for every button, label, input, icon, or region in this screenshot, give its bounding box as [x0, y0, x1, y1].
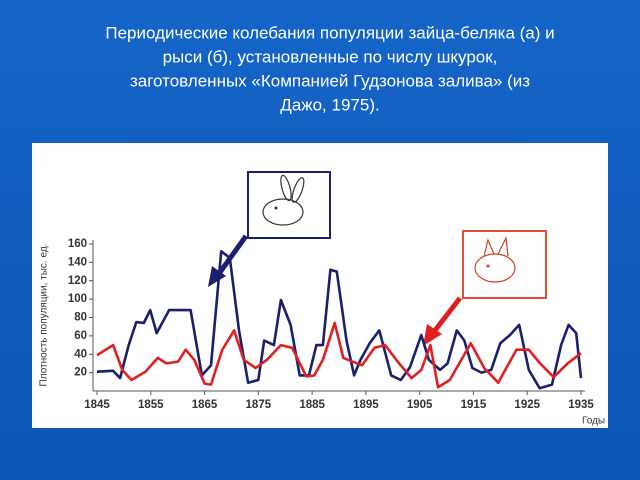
arrow-head: [423, 324, 442, 346]
y-tick-label: 80: [74, 312, 87, 324]
y-tick-label: 160: [68, 238, 87, 250]
arrow: [431, 296, 462, 335]
y-tick-label: 20: [74, 367, 87, 379]
y-tick-label: 100: [68, 293, 87, 305]
hare-picture: [247, 171, 331, 239]
series-line: [96, 321, 582, 389]
title-line: рыси (б), установленные по числу шкурок,: [163, 47, 498, 66]
x-tick-label: 1855: [138, 399, 164, 411]
y-tick-label: 120: [68, 275, 87, 287]
y-axis-label: Плотность популяции, тыс. ед.: [39, 244, 50, 387]
title-line: Периодические колебания популяции зайца-…: [105, 23, 554, 42]
x-tick-label: 1895: [353, 399, 379, 411]
x-tick-label: 1885: [299, 399, 325, 411]
arrow-head: [208, 266, 226, 287]
x-tick-label: 1875: [246, 399, 272, 411]
x-tick-label: 1925: [514, 399, 540, 411]
x-tick-label: 1905: [407, 399, 433, 411]
series-line: [96, 250, 583, 390]
title-line: заготовленных «Компанией Гудзонова залив…: [130, 71, 530, 90]
title-line: Дажо, 1975).: [280, 95, 379, 114]
arrow: [215, 234, 249, 277]
y-tick-label: 60: [74, 330, 87, 342]
x-axis-label: Годы: [582, 416, 605, 427]
lynx-picture: [462, 230, 547, 299]
x-tick-label: 1845: [84, 399, 110, 411]
y-tick-label: 140: [68, 256, 87, 268]
title: Периодические колебания популяции зайца-…: [105, 23, 554, 114]
x-tick-label: 1865: [192, 399, 218, 411]
x-tick-label: 1935: [568, 399, 594, 411]
x-tick-label: 1915: [461, 399, 487, 411]
y-tick-label: 40: [74, 348, 87, 360]
